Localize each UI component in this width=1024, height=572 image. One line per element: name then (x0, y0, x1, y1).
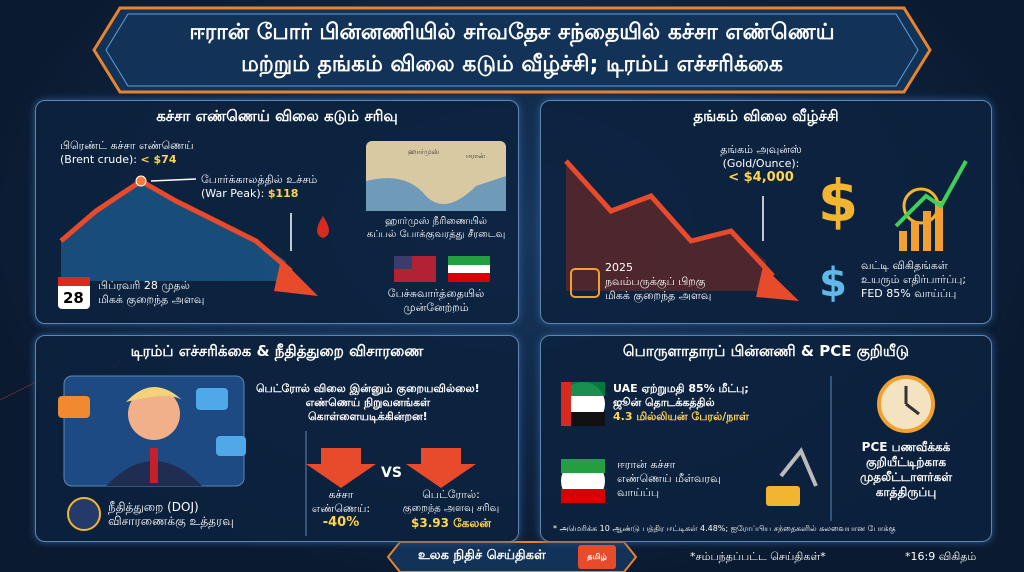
text: காத்திருப்பு (875, 485, 937, 499)
text: (War Peak): (201, 187, 265, 200)
footnote: * அமெரிக்க 10 ஆண்டு பத்திர ஈட்டிகள் 4.48… (553, 524, 896, 533)
gold-panel: தங்கம் விலை வீழ்ச்சி $ $ தங்கம் அவுன்ஸ்(… (540, 100, 992, 324)
brent-label: பிரெண்ட் கச்சா எண்ணெய் (Brent crude): < $… (60, 139, 194, 167)
text: கச்சா (328, 488, 354, 501)
text: வாய்ப்பு (617, 486, 660, 499)
economy-panel: பொருளாதாரப் பின்னணி & PCE குறியீடு UAE ஏ… (540, 335, 992, 542)
panel-title: தங்கம் விலை வீழ்ச்சி (693, 107, 839, 125)
petrol-label: பெட்ரோல்: குறைந்த அளவு சரிவு $3.93 கேலன் (391, 488, 511, 530)
vs: VS (381, 465, 402, 481)
trump-panel: டிரம்ப் எச்சரிக்கை & நீதித்துறை விசாரணை … (35, 335, 519, 542)
doj-label: நீதித்துறை (DOJ) விசாரணைக்கு உத்தரவு (108, 500, 234, 528)
text: எண்ணெய் மீள்வரவு (617, 472, 721, 485)
text: பேச்சுவார்த்தையில் (387, 287, 485, 300)
quote: பெட்ரோல் விலை இன்னும் குறையவில்லை! எண்ணெய… (256, 382, 480, 424)
talks-label: பேச்சுவார்த்தையில் முன்னேற்றம் (361, 287, 511, 315)
text: குறியீட்டிற்காக (865, 455, 947, 469)
text: 2025 (605, 261, 633, 274)
crude-label: கச்சா எண்ணெய்: -40% (306, 488, 376, 530)
text: உயரும் எதிர்பார்ப்பு; (861, 273, 967, 286)
text: பெட்ரோல்: (422, 488, 480, 501)
text: போர்க்காலத்தில் உச்சம் (201, 173, 318, 186)
strait-label: ஹார்முஸ் நீரிணையில் கப்பல் போக்குவரத்து ச… (361, 215, 511, 241)
text: மிகக் குறைந்த அளவு (98, 293, 205, 306)
brand: உலக நிதிச் செய்திகள் (418, 548, 546, 563)
related-note: *சம்பந்தப்பட்ட செய்திகள்* (690, 550, 826, 563)
value: < $4,000 (728, 170, 794, 185)
text: பெட்ரோல் விலை இன்னும் குறையவில்லை! (256, 382, 480, 395)
title-line: மற்றும் தங்கம் விலை கடும் வீழ்ச்சி; டிரம… (241, 52, 783, 77)
text: முதலீட்டாளர்கள் (859, 470, 953, 484)
text: பிப்ரவரி 28 முதல் (98, 279, 190, 292)
text: கப்பல் போக்குவரத்து சீரடைவு (366, 229, 506, 240)
text: PCE பணவீக்கக் (861, 440, 951, 454)
panel-title: டிரம்ப் எச்சரிக்கை & நீதித்துறை விசாரணை (130, 342, 424, 360)
calendar-day: 28 (63, 289, 84, 307)
value: -40% (322, 515, 360, 530)
text: விசாரணைக்கு உத்தரவு (108, 514, 234, 528)
low-label: 2025 நவம்பருக்குப் பிறகு மிகக் குறைந்த அளவ… (605, 261, 711, 303)
rate-label: வட்டி விகிதங்கள் உயரும் எதிர்பார்ப்பு; FED… (861, 259, 966, 301)
text: எண்ணெய் நிறுவனங்கள் (305, 396, 431, 409)
text: கொள்ளையடிக்கின்றன! (307, 410, 428, 423)
uae-label: UAE ஏற்றுமதி 85% மீட்பு; ஜூன் தொடக்கத்தில… (613, 382, 749, 424)
peak-label: போர்க்காலத்தில் உச்சம் (War Peak): $118 (201, 173, 317, 201)
text: நவம்பருக்குப் பிறகு (605, 275, 706, 288)
iran-label: ஈரான் கச்சா எண்ணெய் மீள்வரவு வாய்ப்பு (617, 458, 721, 500)
svg-text:$: $ (818, 167, 858, 235)
title: ஈரான் போர் பின்னணியில் சர்வதேச சந்தையில்… (110, 17, 914, 81)
text: பிரெண்ட் கச்சா எண்ணெய் (60, 139, 194, 152)
panel-title: கச்சா எண்ணெய் விலை கடும் சரிவு (156, 107, 398, 125)
text: ஈரான் கச்சா (617, 458, 676, 471)
svg-text:$: $ (819, 260, 847, 306)
text: FED 85% வாய்ப்பு (861, 287, 957, 300)
value: $3.93 கேலன் (411, 516, 491, 530)
pce-label: PCE பணவீக்கக் குறியீட்டிற்காக முதலீட்டாளர்… (841, 440, 971, 500)
text: ஹார்முஸ் நீரிணையில் (384, 216, 488, 227)
gold-chart: $ $ (564, 159, 968, 306)
title-line: ஈரான் போர் பின்னணியில் சர்வதேச சந்தையில்… (189, 20, 835, 45)
text: வட்டி விகிதங்கள் (861, 259, 948, 272)
value: < $74 (140, 153, 177, 166)
text: மிகக் குறைந்த அளவு (605, 289, 712, 302)
oil-chart (58, 141, 506, 309)
text: ஜூன் தொடக்கத்தில் (613, 396, 715, 409)
oil-panel: கச்சா எண்ணெய் விலை கடும் சரிவு பிரெண்ட் … (35, 100, 519, 324)
ratio-note: *16:9 விகிதம் (905, 550, 977, 563)
text: குறைந்த அளவு சரிவு (402, 503, 500, 514)
map-label: ஹார்முஸ் (408, 148, 440, 156)
text: முன்னேற்றம் (403, 301, 469, 314)
text: 4.3 மில்லியன் பேரல்/நாள் (613, 410, 749, 423)
text: (Gold/Ounce): (722, 157, 800, 170)
logo: தமிழ் (578, 545, 616, 569)
economy-decor (561, 375, 935, 521)
trump-decor (58, 375, 476, 536)
text: நீதித்துறை (DOJ) (108, 500, 199, 514)
low-label: பிப்ரவரி 28 முதல் மிகக் குறைந்த அளவு (98, 279, 204, 307)
text: எண்ணெய்: (311, 502, 371, 515)
gold-label: தங்கம் அவுன்ஸ் (Gold/Ounce): < $4,000 (691, 143, 831, 185)
text: (Brent crude): (60, 153, 137, 166)
map-label: ஈரான் (466, 152, 485, 160)
value: $118 (267, 187, 299, 200)
text: UAE ஏற்றுமதி 85% மீட்பு; (613, 382, 749, 395)
panel-title: பொருளாதாரப் பின்னணி & PCE குறியீடு (622, 342, 910, 360)
text: தங்கம் அவுன்ஸ் (720, 143, 802, 156)
